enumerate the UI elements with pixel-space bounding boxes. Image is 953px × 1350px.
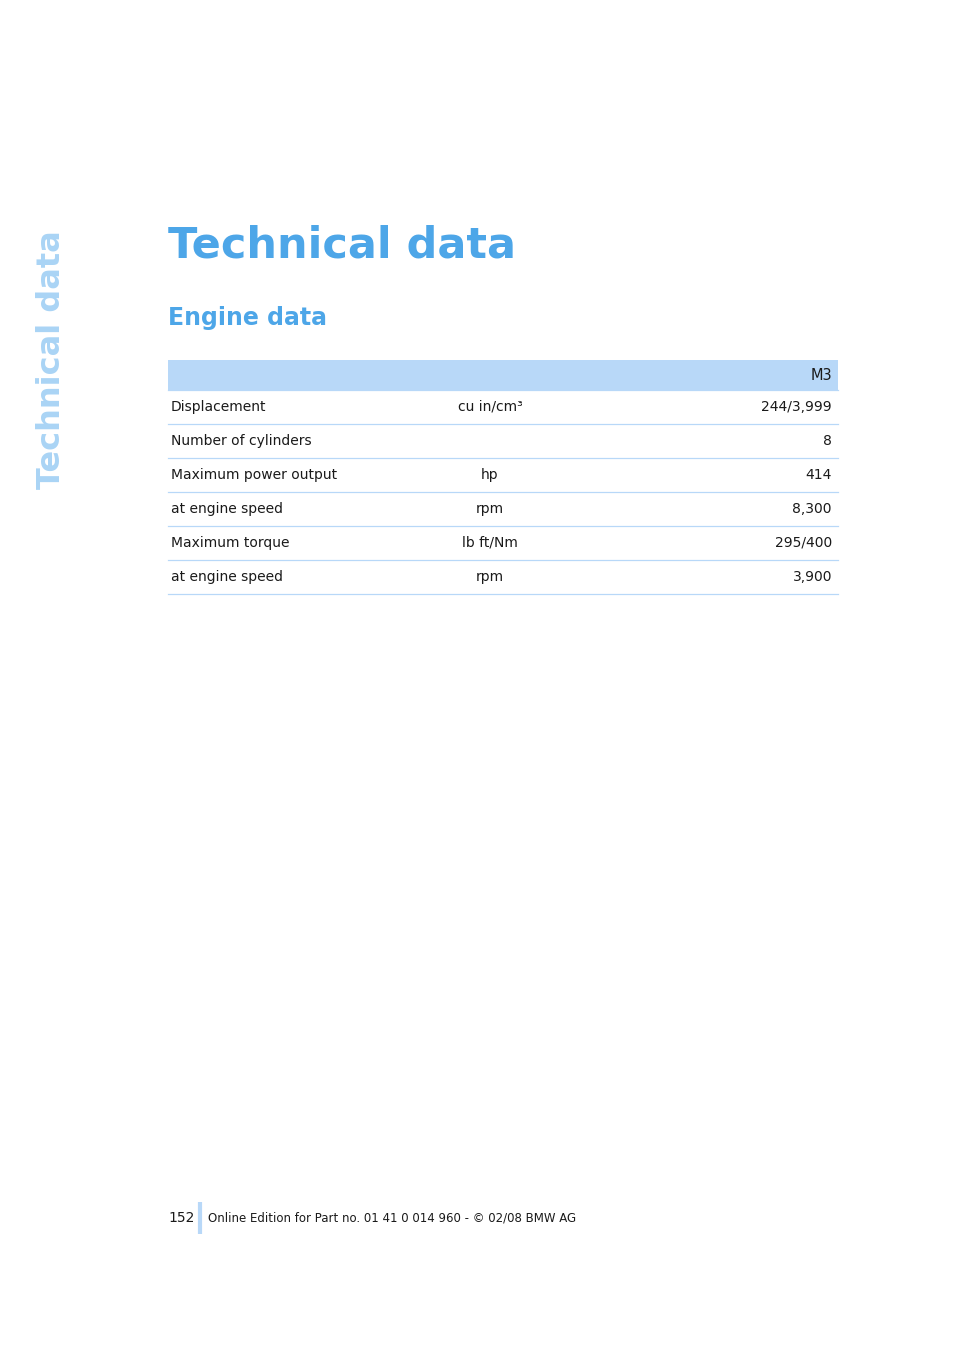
Text: Technical data: Technical data [168,224,516,266]
Text: Displacement: Displacement [171,400,266,414]
Text: 244/3,999: 244/3,999 [760,400,831,414]
Text: 295/400: 295/400 [774,536,831,549]
Text: M3: M3 [809,367,831,382]
Text: Engine data: Engine data [168,306,327,329]
Text: Maximum power output: Maximum power output [171,468,336,482]
Text: rpm: rpm [476,570,503,585]
Text: rpm: rpm [476,502,503,516]
Text: 8,300: 8,300 [792,502,831,516]
Text: Technical data: Technical data [36,231,68,490]
Text: Number of cylinders: Number of cylinders [171,433,312,448]
Text: at engine speed: at engine speed [171,570,283,585]
Text: lb ft/Nm: lb ft/Nm [461,536,517,549]
Text: Maximum torque: Maximum torque [171,536,289,549]
Text: hp: hp [480,468,498,482]
Text: 8: 8 [822,433,831,448]
Text: Online Edition for Part no. 01 41 0 014 960 - © 02/08 BMW AG: Online Edition for Part no. 01 41 0 014 … [208,1211,576,1224]
Text: 414: 414 [804,468,831,482]
Text: 3,900: 3,900 [792,570,831,585]
Bar [168,360,837,390]
Text: 152: 152 [168,1211,194,1224]
Text: cu in/cm³: cu in/cm³ [457,400,522,414]
Text: at engine speed: at engine speed [171,502,283,516]
